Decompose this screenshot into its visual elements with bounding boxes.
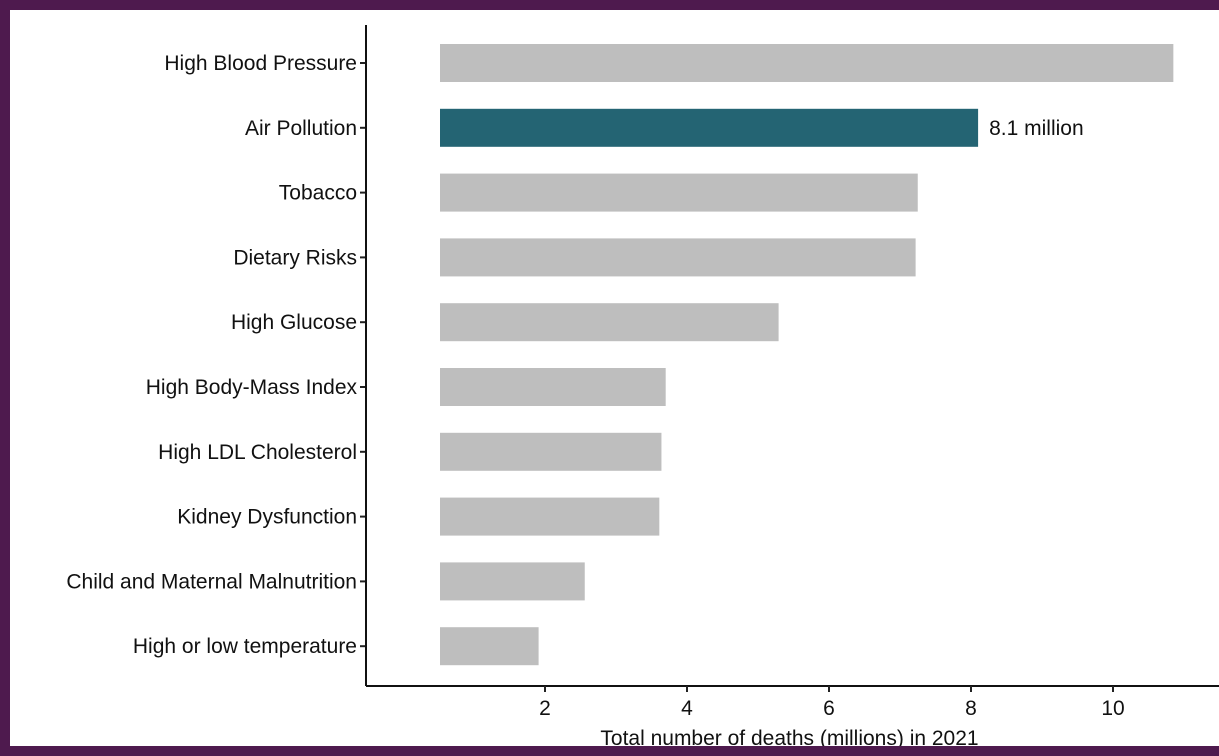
x-tick-label: 4 — [681, 697, 693, 720]
category-label-high-ldl-cholesterol: High LDL Cholesterol — [158, 441, 357, 464]
bar-tobacco — [440, 173, 918, 212]
category-label-dietary-risks: Dietary Risks — [233, 246, 357, 269]
bar-high-glucose — [440, 303, 779, 342]
bar-air-pollution — [440, 108, 979, 147]
bar-dietary-risks — [440, 238, 916, 277]
category-label-high-or-low-temperature: High or low temperature — [133, 635, 357, 658]
category-label-child-and-maternal-malnutrition: Child and Maternal Malnutrition — [66, 570, 357, 593]
bar-kidney-dysfunction — [440, 497, 660, 536]
bar-high-body-mass-index — [440, 368, 666, 406]
x-tick-label: 10 — [1101, 697, 1124, 720]
bar-high-ldl-cholesterol — [440, 432, 662, 471]
category-label-tobacco: Tobacco — [279, 182, 357, 205]
category-label-kidney-dysfunction: Kidney Dysfunction — [177, 506, 357, 529]
bar-child-and-maternal-malnutrition — [440, 562, 585, 601]
chart-frame: High Blood Pressure Air Pollution Tobacco D… — [10, 10, 1219, 746]
category-label-high-blood-pressure: High Blood Pressure — [164, 52, 357, 75]
bar-high-or-low-temperature — [440, 627, 539, 666]
category-label-air-pollution: Air Pollution — [245, 117, 357, 140]
category-label-high-glucose: High Glucose — [231, 311, 357, 334]
x-tick-label: 2 — [539, 697, 551, 720]
x-axis-title: Total number of deaths (millions) in 202… — [600, 727, 978, 746]
data-label-air-pollution: 8.1 million — [989, 117, 1084, 140]
bar-high-blood-pressure — [440, 44, 1174, 82]
bar-chart: High Blood Pressure Air Pollution Tobacco D… — [66, 25, 1219, 746]
category-label-high-body-mass-index: High Body-Mass Index — [146, 376, 358, 399]
x-tick-label: 6 — [823, 697, 835, 720]
x-tick-label: 8 — [965, 697, 977, 720]
